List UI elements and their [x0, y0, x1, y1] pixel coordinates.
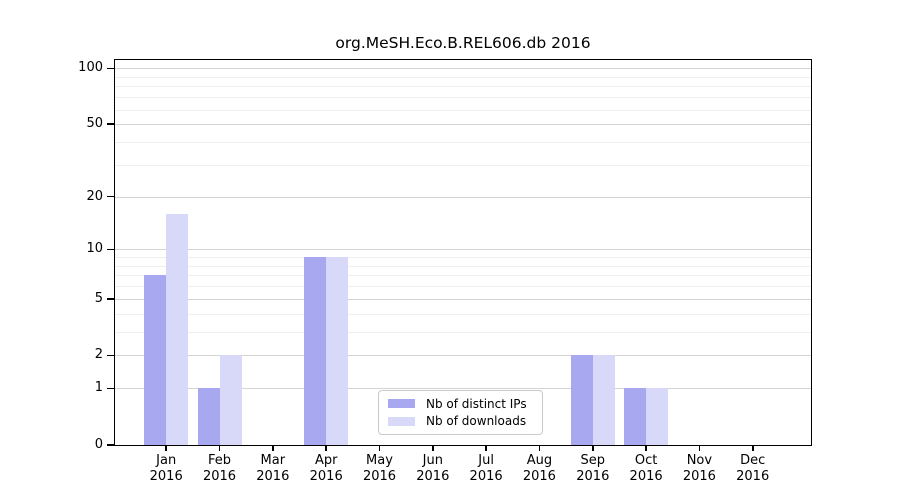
x-tick-mark	[485, 445, 487, 451]
bar-downloads	[166, 213, 189, 445]
y-tick-mark	[107, 67, 114, 70]
x-tick-mark	[272, 445, 274, 451]
minor-gridline	[115, 142, 811, 143]
x-axis-tick-label: Feb 2016	[202, 453, 237, 484]
legend-entry: Nb of downloads	[388, 414, 533, 428]
minor-gridline	[115, 331, 811, 333]
bar-distinct-ips	[304, 257, 327, 445]
x-tick-mark	[698, 445, 701, 451]
x-axis-tick-label: Nov 2016	[682, 453, 716, 484]
y-tick-mark	[107, 298, 114, 300]
y-axis-tick-label: 1	[94, 380, 103, 396]
x-axis-tick-label: May 2016	[362, 453, 397, 484]
bar-distinct-ips	[197, 388, 220, 445]
bar-downloads	[326, 257, 349, 445]
bar-downloads	[219, 355, 242, 445]
x-tick-mark	[432, 445, 434, 451]
legend-label: Nb of downloads	[426, 414, 527, 429]
y-tick-mark	[107, 195, 114, 198]
y-tick-mark	[107, 354, 114, 357]
minor-gridline	[115, 97, 811, 99]
bar-downloads	[592, 355, 615, 445]
minor-gridline	[115, 164, 811, 166]
x-axis-tick-label: Dec 2016	[736, 453, 770, 484]
y-axis-tick-label: 5	[94, 290, 103, 306]
y-tick-mark	[107, 123, 114, 125]
minor-gridline	[115, 257, 811, 259]
x-tick-mark	[325, 445, 327, 451]
minor-gridline	[115, 265, 811, 267]
legend-label: Nb of distinct IPs	[426, 396, 527, 411]
major-gridline	[115, 249, 811, 251]
x-tick-mark	[378, 445, 381, 451]
minor-gridline	[115, 76, 811, 78]
y-axis-tick-label: 2	[94, 347, 103, 363]
x-tick-mark	[645, 445, 647, 451]
y-axis-tick-label: 50	[86, 116, 103, 132]
y-axis-tick-label: 0	[94, 437, 103, 452]
x-tick-mark	[538, 445, 541, 451]
major-gridline	[115, 355, 811, 357]
y-axis-tick-label: 10	[86, 241, 103, 257]
x-axis-tick-label: Aug 2016	[522, 453, 556, 484]
minor-gridline	[115, 86, 811, 88]
x-tick-mark	[752, 445, 754, 451]
y-axis-tick-label: 20	[86, 188, 103, 204]
y-tick-mark	[107, 248, 114, 251]
bar-distinct-ips	[144, 275, 167, 445]
minor-gridline	[115, 109, 811, 111]
major-gridline	[115, 298, 811, 300]
legend-entry: Nb of distinct IPs	[388, 397, 533, 411]
major-gridline	[115, 388, 811, 390]
minor-gridline	[115, 313, 811, 315]
plot-area	[115, 60, 811, 445]
legend-swatch	[388, 399, 415, 409]
major-gridline	[115, 196, 811, 198]
chart-title: org.MeSH.Eco.B.REL606.db 2016	[335, 34, 591, 52]
x-tick-mark	[165, 445, 167, 451]
minor-gridline	[115, 275, 811, 277]
legend-swatch	[388, 416, 415, 426]
x-tick-mark	[592, 445, 594, 451]
x-axis-tick-label: Jul 2016	[469, 453, 503, 484]
x-axis-tick-label: Jan 2016	[149, 453, 183, 484]
bar-distinct-ips	[570, 355, 593, 445]
y-tick-mark	[107, 444, 114, 446]
y-tick-mark	[107, 387, 114, 390]
x-axis-tick-label: Mar 2016	[256, 453, 290, 484]
minor-gridline	[115, 286, 811, 288]
x-axis-tick-label: Jun 2016	[416, 453, 450, 484]
bar-downloads	[646, 388, 669, 445]
x-axis-tick-label: Apr 2016	[309, 453, 343, 484]
x-axis-tick-label: Oct 2016	[629, 453, 663, 484]
x-tick-mark	[218, 445, 221, 451]
major-gridline	[115, 124, 811, 126]
major-gridline	[115, 68, 811, 70]
x-axis-tick-label: Sep 2016	[576, 453, 610, 484]
bar-distinct-ips	[624, 388, 647, 445]
y-axis-tick-label: 100	[78, 60, 103, 76]
legend: Nb of distinct IPs Nb of downloads	[378, 390, 543, 435]
